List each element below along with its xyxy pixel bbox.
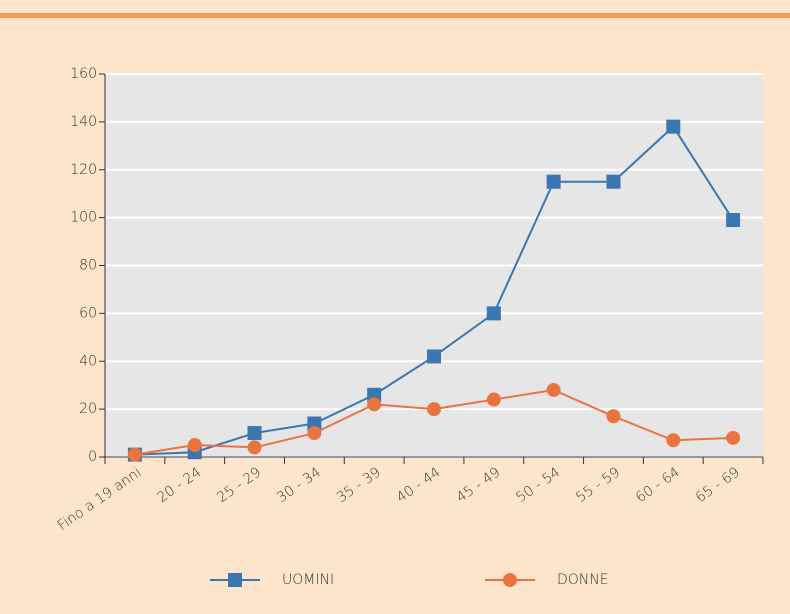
legend-label: DONNE <box>557 572 609 588</box>
marker <box>427 402 441 417</box>
y-tick-label: 160 <box>70 66 97 82</box>
y-tick-label: 40 <box>79 353 97 369</box>
marker <box>307 426 322 441</box>
marker <box>486 306 501 321</box>
marker <box>367 387 382 402</box>
top-bar <box>0 13 790 18</box>
y-tick-label: 20 <box>79 401 97 417</box>
marker <box>427 349 441 364</box>
legend-marker <box>503 573 517 587</box>
y-tick-label: 0 <box>88 449 97 465</box>
marker <box>486 392 501 407</box>
marker <box>247 426 262 441</box>
marker <box>726 213 741 228</box>
marker <box>247 440 262 455</box>
marker <box>726 430 741 445</box>
y-tick-label: 100 <box>70 210 97 226</box>
marker <box>546 174 561 189</box>
legend-marker <box>228 573 242 587</box>
marker <box>127 447 142 462</box>
y-tick-label: 140 <box>70 114 97 130</box>
marker <box>187 438 202 453</box>
marker <box>307 416 322 431</box>
y-tick-label: 120 <box>70 162 97 178</box>
marker <box>666 119 681 134</box>
y-tick-label: 80 <box>79 258 97 274</box>
legend-label: UOMINI <box>282 572 334 588</box>
marker <box>666 433 681 448</box>
marker <box>606 409 621 424</box>
y-tick-label: 60 <box>79 305 97 321</box>
marker <box>546 382 561 397</box>
marker <box>367 397 382 412</box>
marker <box>606 174 621 189</box>
